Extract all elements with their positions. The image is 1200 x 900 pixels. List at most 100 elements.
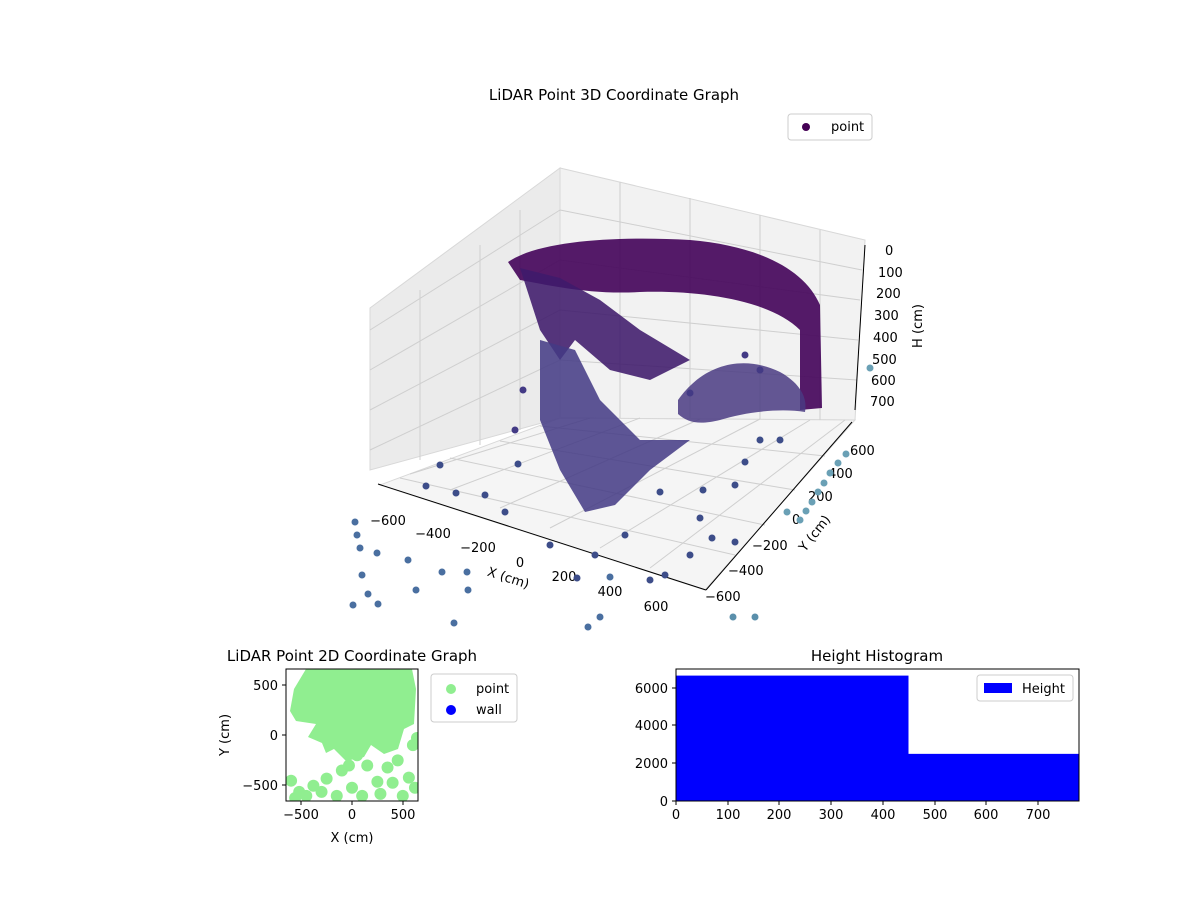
- cloud-point: [814, 488, 822, 496]
- legend-2d-marker-point: [446, 684, 456, 694]
- legend-hist-label: Height: [1022, 682, 1065, 697]
- point-cloud-3d: [349, 238, 874, 631]
- scatter-2d-point: [408, 781, 418, 794]
- scatter-2d-point: [330, 789, 343, 801]
- cloud-point: [756, 366, 764, 374]
- cloud-point: [519, 386, 527, 394]
- hist-x-ticks: 0 100 200 300 400 500 600 700: [672, 801, 1050, 823]
- cloud-ceiling-dome: [508, 238, 822, 410]
- x-ticks-2d: −500 0 500: [283, 801, 415, 823]
- cloud-point: [842, 450, 850, 458]
- cloud-point: [646, 576, 654, 584]
- histogram-bars: [676, 675, 1079, 801]
- cloud-point: [358, 571, 366, 579]
- cloud-point: [422, 482, 430, 490]
- z-tick-label: 600: [871, 374, 896, 389]
- histogram-bar: [676, 675, 909, 801]
- chart-2d: LiDAR Point 2D Coordinate Graph −500 0 5…: [218, 647, 518, 846]
- chart-histogram: Height Histogram 0 100 200 300 400 500 6…: [635, 647, 1080, 823]
- x-tick-label: 500: [923, 808, 948, 823]
- scatter-2d-point: [343, 713, 356, 726]
- x-ticks: −600 −400 −200 0 200 400 600: [370, 514, 668, 615]
- scatter-2d-point: [361, 759, 374, 772]
- y-tick-label: 500: [253, 679, 278, 694]
- scatter-2d-point: [381, 761, 394, 774]
- y-tick-label: 4000: [635, 719, 668, 734]
- y-tick-label: 600: [850, 444, 875, 459]
- y-tick-label: 2000: [635, 757, 668, 772]
- cloud-point: [481, 491, 489, 499]
- cloud-point: [591, 551, 599, 559]
- cloud-point: [373, 549, 381, 557]
- cloud-point: [356, 544, 364, 552]
- cloud-point: [374, 600, 382, 608]
- z-tick-label: 700: [870, 395, 895, 410]
- x-tick-label: 500: [391, 808, 416, 823]
- legend-2d-label-point: point: [476, 682, 509, 697]
- cloud-point: [686, 389, 694, 397]
- cloud-point: [351, 518, 359, 526]
- legend-hist-swatch: [984, 683, 1012, 693]
- legend-3d-box: [787, 113, 873, 141]
- scatter-2d-point: [289, 791, 302, 801]
- y-tick-label: 0: [660, 795, 668, 810]
- x-tick-label: −500: [283, 808, 319, 823]
- y-tick-label: 0: [270, 729, 278, 744]
- histogram-title: Height Histogram: [811, 647, 943, 665]
- cloud-point: [783, 508, 791, 516]
- z-tick-label: 400: [873, 331, 898, 346]
- y-axis-label-2d: Y (cm): [218, 714, 233, 757]
- cloud-point: [353, 531, 361, 539]
- cloud-point: [820, 479, 828, 487]
- x-tick-label: 100: [716, 808, 741, 823]
- cloud-point: [412, 586, 420, 594]
- scatter-2d-point: [320, 772, 333, 785]
- z-tick-label: 500: [872, 353, 897, 368]
- scatter-2d-point: [342, 759, 355, 772]
- chart-3d-title: LiDAR Point 3D Coordinate Graph: [489, 86, 739, 104]
- legend-2d: point wall: [430, 673, 518, 723]
- legend-hist-box: [976, 674, 1074, 702]
- x-tick-label: 400: [598, 585, 623, 600]
- z-tick-label: 300: [874, 309, 899, 324]
- x-tick-label: 600: [974, 808, 999, 823]
- cloud-point: [404, 556, 412, 564]
- cloud-point: [696, 514, 704, 522]
- scatter-2d-point: [330, 723, 343, 736]
- cloud-point: [834, 459, 842, 467]
- scatter-2d-point: [286, 774, 298, 787]
- cloud-point: [606, 573, 614, 581]
- cloud-point: [731, 538, 739, 546]
- legend-3d-label: point: [831, 120, 864, 135]
- z-tick-label: 100: [878, 266, 903, 281]
- cloud-scatter-points: [349, 351, 874, 631]
- scatter-2d-point: [374, 787, 387, 800]
- x-tick-label: 0: [672, 808, 680, 823]
- scatter-2d-point: [315, 785, 328, 798]
- y-ticks: −600 −400 −200 0 200 400 600: [705, 444, 875, 605]
- z-axis-line: [854, 244, 866, 411]
- cloud-point: [756, 436, 764, 444]
- scatter-2d-point: [371, 775, 384, 788]
- cloud-point: [708, 534, 716, 542]
- histogram-bar: [908, 753, 1079, 801]
- z-ticks: 0 100 200 300 400 500 600 700: [870, 244, 903, 410]
- cloud-center-column: [540, 340, 690, 512]
- cloud-point: [751, 613, 759, 621]
- x-tick-label: −200: [460, 541, 496, 556]
- chart-3d: LiDAR Point 3D Coordinate Graph 0 100: [349, 86, 926, 631]
- scatter-2d-point: [402, 771, 415, 784]
- scatter-2d-point: [300, 789, 313, 801]
- z-tick-label: 0: [885, 244, 893, 259]
- legend-3d: point: [787, 113, 873, 141]
- cloud-right-arc: [678, 363, 806, 423]
- x-tick-label: 400: [871, 808, 896, 823]
- scatter-2d-point: [335, 739, 348, 752]
- x-tick-label: 0: [348, 808, 356, 823]
- scatter-2d-point: [356, 789, 369, 801]
- cloud-point: [741, 351, 749, 359]
- x-tick-label: 200: [552, 570, 577, 585]
- cloud-point: [364, 590, 372, 598]
- cloud-point: [808, 498, 816, 506]
- scatter-2d-point: [391, 754, 404, 767]
